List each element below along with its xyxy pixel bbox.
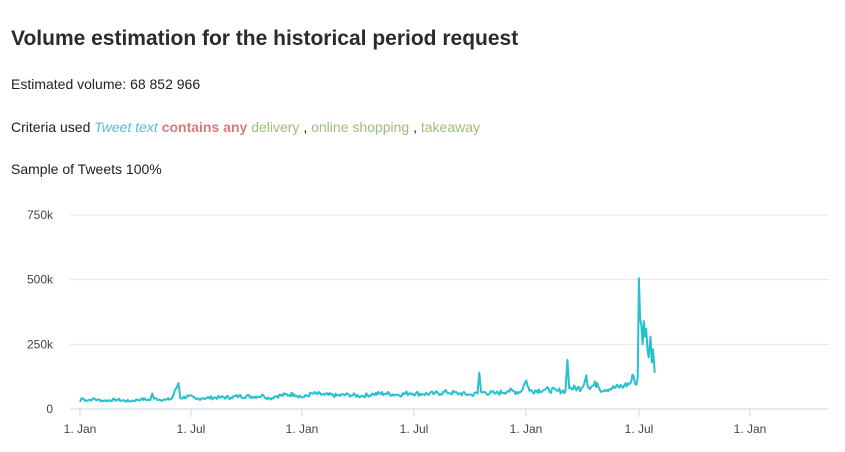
x-tick-label: 1. Jan: [734, 422, 767, 436]
criteria-field: Tweet text: [94, 119, 158, 135]
x-tick-label: 1. Jan: [510, 422, 543, 436]
y-tick-label: 250k: [27, 337, 54, 351]
keyword-takeaway: takeaway: [420, 119, 481, 135]
sample-row: Sample of Tweets 100%: [11, 161, 162, 177]
estimated-volume-label: Estimated volume:: [11, 76, 127, 92]
x-tick-label: 1. Jul: [400, 422, 429, 436]
sample-value: 100%: [125, 161, 162, 177]
sample-label: Sample of Tweets: [11, 161, 123, 177]
y-tick-label: 500k: [27, 273, 54, 287]
keyword-separator: ,: [409, 119, 421, 135]
chart-gridlines: [70, 214, 829, 410]
keyword-delivery: delivery: [251, 119, 300, 135]
criteria-row: Criteria used Tweet text contains any de…: [11, 119, 480, 135]
estimated-volume-value: 68 852 966: [130, 76, 201, 92]
x-tick-label: 1. Jul: [625, 422, 654, 436]
series-line: [79, 277, 656, 403]
y-tick-label: 750k: [27, 208, 54, 222]
chart-series: [79, 277, 656, 403]
x-tick-label: 1. Jul: [177, 422, 206, 436]
x-tick-label: 1. Jan: [286, 422, 319, 436]
estimated-volume-row: Estimated volume: 68 852 966: [11, 76, 200, 92]
keyword-separator: ,: [299, 119, 312, 135]
chart-y-axis: 0 250k 500k 750k: [27, 208, 54, 416]
chart-x-axis: 1. Jan 1. Jul 1. Jan 1. Jul 1. Jan 1. Jul 1. J…: [64, 409, 767, 436]
y-tick-label: 0: [46, 402, 53, 416]
keyword-online-shopping: online shopping: [311, 119, 410, 135]
page-title: Volume estimation for the historical per…: [11, 27, 519, 50]
criteria-operator: contains any: [161, 119, 248, 135]
criteria-label: Criteria used: [11, 119, 91, 135]
x-tick-label: 1. Jan: [64, 422, 97, 436]
